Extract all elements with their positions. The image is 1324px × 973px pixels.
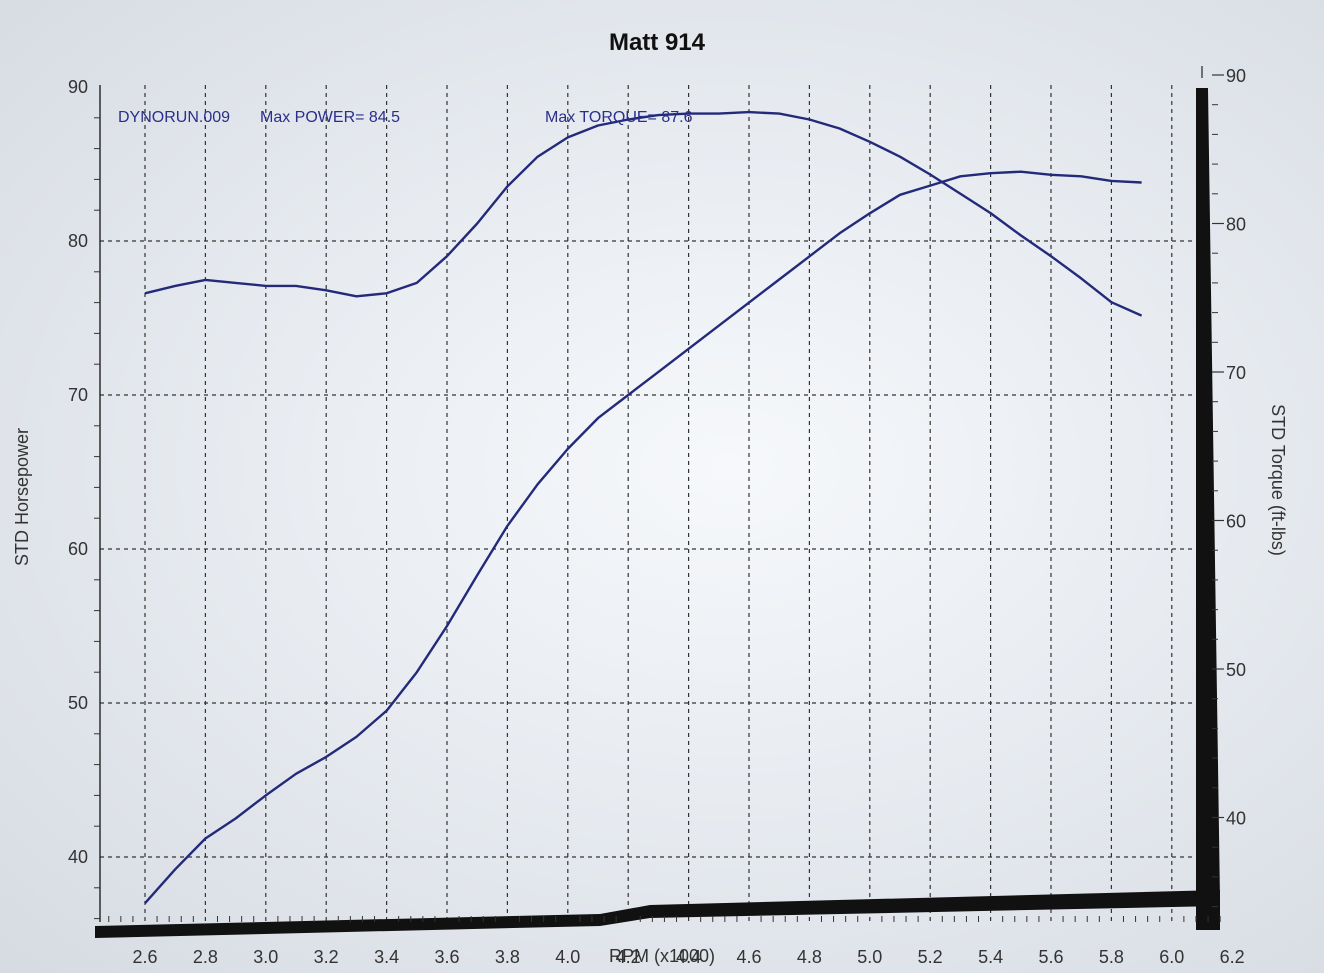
y-axis-title: STD Horsepower [12, 428, 32, 566]
x-tick-label: 4.8 [797, 947, 822, 967]
x-tick-label: 5.0 [857, 947, 882, 967]
y2-tick-label: 60 [1226, 512, 1246, 532]
y-tick-label: 70 [68, 385, 88, 405]
x-tick-label: 5.2 [918, 947, 943, 967]
x-tick-label: 3.0 [253, 947, 278, 967]
series-group [144, 110, 1143, 904]
x-axis-title: RPM (x1000) [609, 946, 715, 966]
x-tick-label: 5.8 [1099, 947, 1124, 967]
x-tick-label: 4.0 [555, 947, 580, 967]
x-tick-label: 6.2 [1220, 947, 1245, 967]
torque-line [144, 110, 1143, 317]
y-axis-right: 40 50 60 70 80 90 [1212, 66, 1246, 908]
y2-tick-label: 80 [1226, 215, 1246, 235]
y-tick-label: 90 [68, 77, 88, 97]
chart-title: Matt 914 [609, 29, 706, 56]
x-tick-label: 3.6 [434, 947, 459, 967]
plot-frame [95, 66, 1220, 938]
x-tick-label: 2.8 [193, 947, 218, 967]
x-tick-label: 5.4 [978, 947, 1003, 967]
y-tick-label: 40 [68, 847, 88, 867]
y2-tick-label: 70 [1226, 363, 1246, 383]
x-tick-label: 3.2 [314, 947, 339, 967]
y-tick-label: 60 [68, 539, 88, 559]
max-torque-label: Max TORQUE= 87.6 [545, 109, 693, 126]
y-tick-label: 80 [68, 231, 88, 251]
x-tick-label: 2.6 [132, 947, 157, 967]
y2-tick-label: 50 [1226, 660, 1246, 680]
y2-tick-label: 90 [1226, 66, 1246, 86]
x-tick-label: 3.4 [374, 947, 399, 967]
x-axis: 2.6 2.8 3.0 3.2 3.4 3.6 3.8 4.0 4.2 4.4 4.6 4.8 5.0 5… [108, 916, 1245, 967]
x-tick-label: 3.8 [495, 947, 520, 967]
x-tick-label: 5.6 [1038, 947, 1063, 967]
y2-tick-label: 40 [1226, 809, 1246, 829]
y2-axis-title: STD Torque (ft-lbs) [1268, 404, 1288, 556]
grid [100, 85, 1212, 922]
right-axis-line [1196, 88, 1220, 930]
x-tick-label: 4.6 [736, 947, 761, 967]
dynorun-label: DYNORUN.009 [118, 109, 230, 126]
x-tick-label: 4.4 [676, 947, 701, 967]
x-tick-label: 6.0 [1159, 947, 1184, 967]
bottom-axis-line [95, 890, 1220, 938]
y-tick-label: 50 [68, 693, 88, 713]
x-tick-label: 4.2 [616, 947, 641, 967]
horsepower-line [144, 170, 1142, 904]
y-axis-left: 40 50 60 70 80 90 [68, 77, 100, 920]
max-power-label: Max POWER= 84.5 [260, 109, 400, 126]
